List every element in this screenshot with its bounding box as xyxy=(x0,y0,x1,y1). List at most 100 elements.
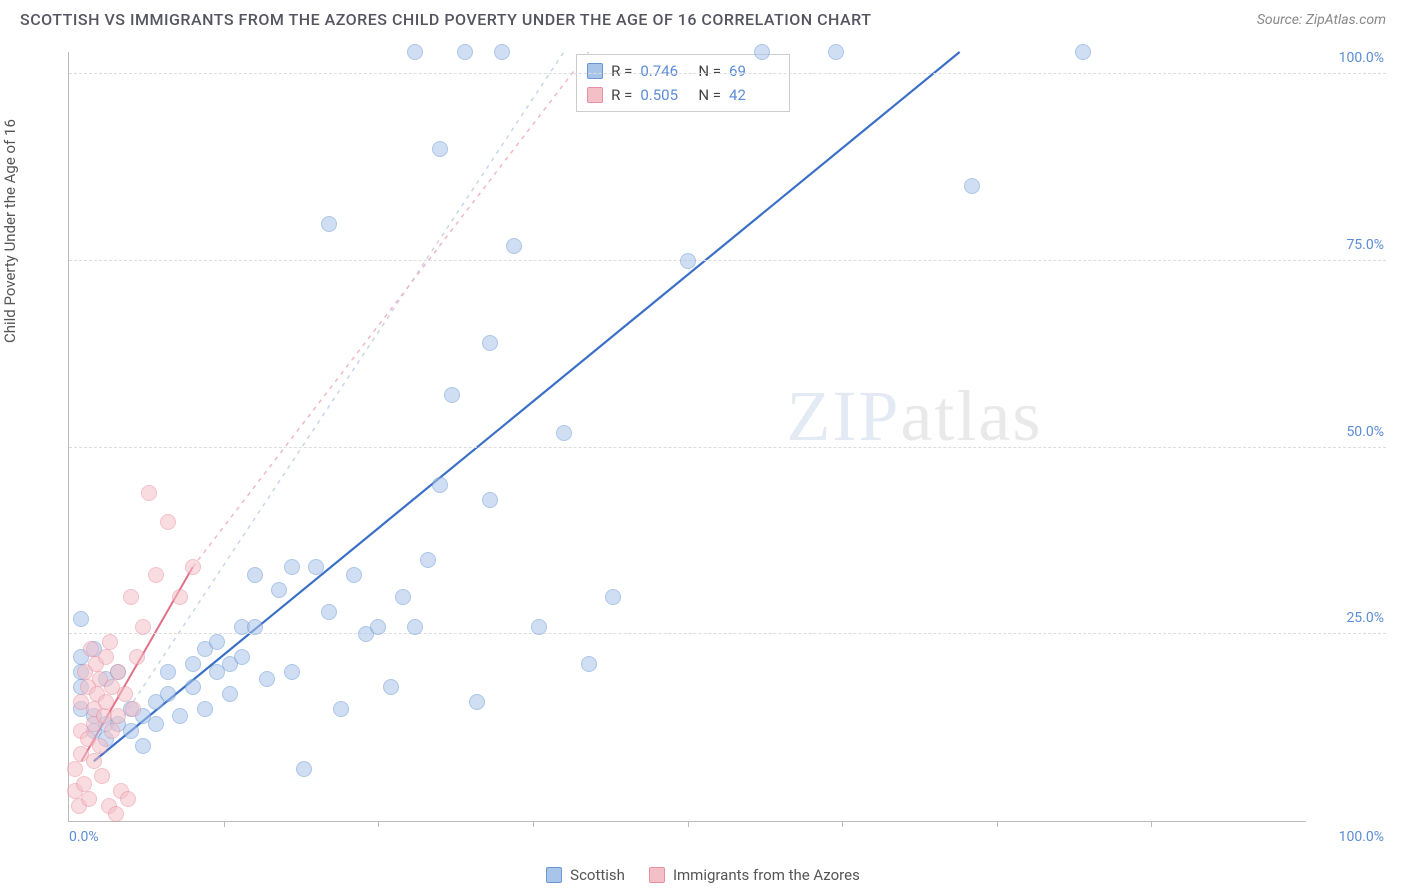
y-tick-label: 50.0% xyxy=(1346,424,1384,440)
data-point-azores xyxy=(67,761,83,777)
y-axis-label: Child Poverty Under the Age of 16 xyxy=(1,119,19,343)
n-label: N = xyxy=(698,83,721,107)
legend-item: Immigrants from the Azores xyxy=(649,866,860,884)
legend-swatch xyxy=(587,63,603,79)
data-point-scottish xyxy=(172,708,188,724)
y-tick-label: 100.0% xyxy=(1339,50,1384,66)
data-point-azores xyxy=(125,701,141,717)
gridline-h xyxy=(69,447,1386,448)
data-point-scottish xyxy=(308,559,324,575)
data-point-scottish xyxy=(123,723,139,739)
data-point-azores xyxy=(141,485,157,501)
plot-area: ZIPatlas R =0.746N =69R =0.505N =42 0.0%… xyxy=(68,52,1306,822)
data-point-azores xyxy=(120,791,136,807)
data-point-azores xyxy=(110,708,126,724)
x-tick-mark xyxy=(533,821,534,827)
data-point-azores xyxy=(76,776,92,792)
x-tick-mark xyxy=(688,821,689,827)
legend-swatch xyxy=(587,87,603,103)
data-point-scottish xyxy=(185,679,201,695)
r-label: R = xyxy=(611,59,632,83)
data-point-scottish xyxy=(828,44,844,60)
data-point-azores xyxy=(96,708,112,724)
legend-label: Scottish xyxy=(570,866,625,884)
data-point-scottish xyxy=(605,589,621,605)
data-point-azores xyxy=(123,589,139,605)
data-point-scottish xyxy=(494,44,510,60)
data-point-scottish xyxy=(73,611,89,627)
data-point-azores xyxy=(110,664,126,680)
data-point-scottish xyxy=(259,671,275,687)
gridline-h xyxy=(69,73,1386,74)
data-point-scottish xyxy=(469,694,485,710)
stats-row: R =0.505N =42 xyxy=(587,83,779,107)
data-point-scottish xyxy=(321,216,337,232)
x-axis-min-label: 0.0% xyxy=(69,829,99,845)
data-point-scottish xyxy=(346,567,362,583)
data-point-scottish xyxy=(444,387,460,403)
data-point-scottish xyxy=(964,178,980,194)
x-tick-mark xyxy=(997,821,998,827)
data-point-scottish xyxy=(135,738,151,754)
n-value: 69 xyxy=(729,59,779,83)
data-point-azores xyxy=(108,806,124,822)
data-point-azores xyxy=(129,649,145,665)
legend-item: Scottish xyxy=(546,866,625,884)
trend-lines-layer xyxy=(69,52,1306,821)
x-tick-mark xyxy=(378,821,379,827)
data-point-azores xyxy=(185,559,201,575)
correlation-stats-box: R =0.746N =69R =0.505N =42 xyxy=(576,54,790,112)
data-point-azores xyxy=(83,641,99,657)
data-point-scottish xyxy=(284,664,300,680)
data-point-azores xyxy=(98,649,114,665)
data-point-scottish xyxy=(457,44,473,60)
data-point-scottish xyxy=(581,656,597,672)
data-point-scottish xyxy=(333,701,349,717)
x-tick-mark xyxy=(1151,821,1152,827)
data-point-scottish xyxy=(247,619,263,635)
data-point-scottish xyxy=(284,559,300,575)
x-axis-max-label: 100.0% xyxy=(1339,829,1384,845)
data-point-scottish xyxy=(432,141,448,157)
data-point-scottish xyxy=(506,238,522,254)
data-point-azores xyxy=(117,686,133,702)
data-point-scottish xyxy=(247,567,263,583)
x-tick-mark xyxy=(842,821,843,827)
data-point-scottish xyxy=(680,253,696,269)
x-tick-mark xyxy=(224,821,225,827)
data-point-scottish xyxy=(148,716,164,732)
legend-swatch xyxy=(649,867,665,883)
chart-header: SCOTTISH VS IMMIGRANTS FROM THE AZORES C… xyxy=(0,0,1406,35)
legend-label: Immigrants from the Azores xyxy=(673,866,860,884)
data-point-scottish xyxy=(370,619,386,635)
gridline-h xyxy=(69,633,1386,634)
data-point-scottish xyxy=(160,686,176,702)
data-point-azores xyxy=(135,619,151,635)
data-point-scottish xyxy=(482,492,498,508)
data-point-scottish xyxy=(185,656,201,672)
data-point-scottish xyxy=(321,604,337,620)
data-point-scottish xyxy=(1075,44,1091,60)
data-point-scottish xyxy=(395,589,411,605)
data-point-scottish xyxy=(420,552,436,568)
bottom-legend: Scottish Immigrants from the Azores xyxy=(0,866,1406,884)
data-point-scottish xyxy=(407,44,423,60)
data-point-scottish xyxy=(222,686,238,702)
data-point-scottish xyxy=(296,761,312,777)
data-point-scottish xyxy=(271,582,287,598)
data-point-scottish xyxy=(383,679,399,695)
data-point-azores xyxy=(86,753,102,769)
gridline-h xyxy=(69,260,1386,261)
y-tick-label: 25.0% xyxy=(1346,610,1384,626)
data-point-scottish xyxy=(482,335,498,351)
chart-title: SCOTTISH VS IMMIGRANTS FROM THE AZORES C… xyxy=(20,10,871,29)
data-point-scottish xyxy=(160,664,176,680)
r-value: 0.746 xyxy=(640,59,690,83)
data-point-scottish xyxy=(197,701,213,717)
chart-area: Child Poverty Under the Age of 16 ZIPatl… xyxy=(20,40,1386,852)
y-tick-label: 75.0% xyxy=(1346,237,1384,253)
r-value: 0.505 xyxy=(640,83,690,107)
data-point-scottish xyxy=(209,634,225,650)
n-label: N = xyxy=(698,59,721,83)
data-point-azores xyxy=(160,514,176,530)
